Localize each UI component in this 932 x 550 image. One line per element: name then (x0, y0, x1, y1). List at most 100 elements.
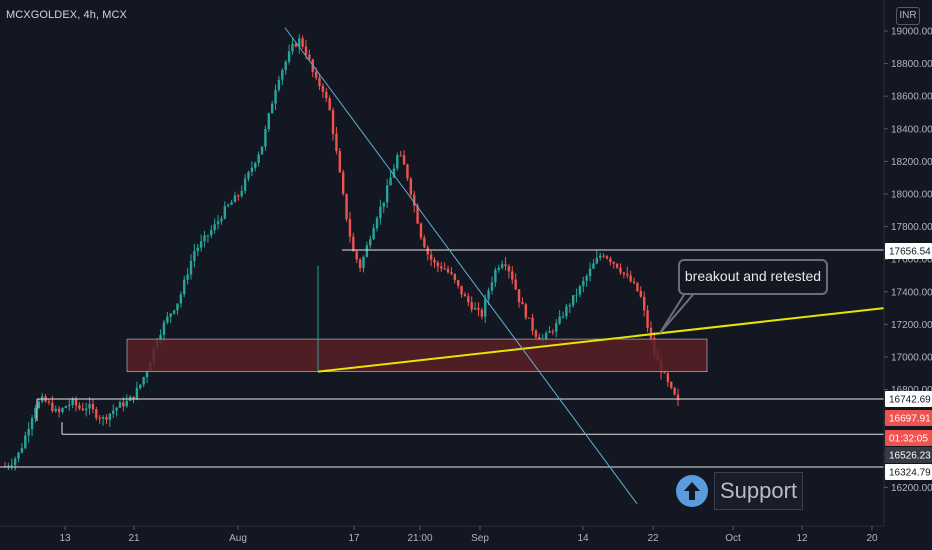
candle-body (362, 256, 365, 269)
falling-trendline[interactable] (284, 27, 638, 504)
price-tick-label: 17800.00 (891, 222, 932, 233)
candle-body (480, 309, 484, 317)
time-tick-label: 21 (128, 533, 140, 544)
callout-pointer (659, 289, 698, 334)
candle-body (524, 304, 528, 318)
currency-badge[interactable]: INR (896, 7, 920, 25)
candle-body (599, 255, 602, 258)
candle-body (230, 202, 233, 205)
candle-body (399, 155, 402, 157)
candle-body (64, 406, 68, 409)
price-tick-label: 17200.00 (891, 320, 932, 331)
candle-body (125, 400, 128, 407)
support-label: Support (714, 472, 804, 510)
price-tick-label: 18400.00 (891, 124, 932, 135)
price-tick-label: 19000.00 (891, 27, 932, 38)
candle-body (558, 316, 561, 324)
support-annotation[interactable]: Support (676, 471, 804, 511)
candle-body (406, 164, 409, 179)
candle-body (619, 267, 622, 273)
price-label-box (885, 447, 932, 463)
price-label-box (885, 430, 932, 446)
candle-body (582, 280, 585, 287)
candle-body (463, 294, 467, 297)
candle-body (68, 404, 71, 407)
callout-annotation[interactable]: breakout and retested (678, 259, 828, 295)
candle-body (676, 394, 680, 401)
candle-body (595, 257, 599, 264)
candle-body (260, 146, 264, 155)
candle-body (331, 110, 335, 134)
candle-body (453, 273, 456, 281)
candle-body (30, 418, 34, 430)
candle-body (24, 435, 27, 449)
candle-body (527, 317, 531, 319)
price-tick-label: 18000.00 (891, 190, 932, 201)
candle-body (497, 267, 500, 270)
candle-body (169, 313, 172, 317)
candle-body (649, 327, 653, 339)
candle-body (365, 245, 369, 257)
candle-body (666, 373, 670, 382)
price-tick-label: 16800.00 (891, 385, 932, 396)
candle-body (172, 310, 176, 314)
candle-body (352, 236, 355, 252)
candle-body (487, 290, 490, 300)
candle-body (291, 43, 294, 52)
candle-body (555, 323, 558, 332)
time-tick-label: 13 (59, 533, 71, 544)
candle-body (274, 89, 277, 104)
time-axis[interactable]: 13 21 Aug 17 21:00 Sep 14 22 Oct 12 20 (59, 526, 878, 544)
candle-body (409, 178, 413, 195)
support-resistance-zone[interactable] (126, 338, 708, 372)
time-tick-label: 22 (647, 533, 659, 544)
candle-body (135, 387, 139, 400)
candle-body (416, 205, 419, 224)
candle-body (284, 61, 287, 71)
time-tick-label: 17 (348, 533, 360, 544)
candle-body (301, 38, 304, 47)
time-tick-label: Sep (471, 533, 489, 544)
candle-body (341, 172, 345, 194)
candle-body (622, 272, 626, 274)
candle-body (585, 276, 588, 281)
price-label-text: 16324.79 (889, 468, 931, 479)
trendlines (284, 27, 885, 504)
candle-body (108, 413, 112, 420)
candle-body (139, 384, 142, 388)
time-tick-label: Aug (229, 533, 247, 544)
candle-body (639, 290, 642, 297)
candle-body (609, 258, 612, 262)
candle-body (551, 331, 555, 333)
candle-body (206, 235, 210, 237)
price-tick-label: 17000.00 (891, 353, 932, 364)
candles-group (3, 33, 680, 471)
candle-body (511, 271, 514, 280)
candle-body (446, 268, 450, 273)
candle-body (443, 268, 446, 270)
candle-body (321, 85, 325, 92)
candle-body (81, 408, 84, 411)
arrow-up-circle-icon (676, 475, 708, 507)
price-label-text: 16697.91 (889, 414, 931, 425)
candle-body (494, 269, 497, 283)
candle-body (517, 289, 521, 303)
time-tick-label: Oct (725, 533, 741, 544)
time-tick-label: 21:00 (407, 533, 432, 544)
candle-body (270, 103, 274, 114)
candle-body (308, 54, 311, 60)
candle-body (27, 429, 30, 436)
candle-body (240, 190, 243, 196)
candle-body (433, 259, 436, 263)
candle-body (389, 177, 392, 186)
rising-trendline[interactable] (317, 307, 885, 373)
candle-body (298, 38, 301, 47)
candle-body (642, 296, 646, 311)
price-label-text: 16526.23 (889, 451, 931, 462)
candle-body (632, 281, 636, 283)
candle-body (247, 172, 250, 179)
candle-body (477, 307, 480, 310)
candle-body (118, 402, 122, 408)
candle-body (413, 194, 416, 206)
candle-body (203, 235, 206, 242)
